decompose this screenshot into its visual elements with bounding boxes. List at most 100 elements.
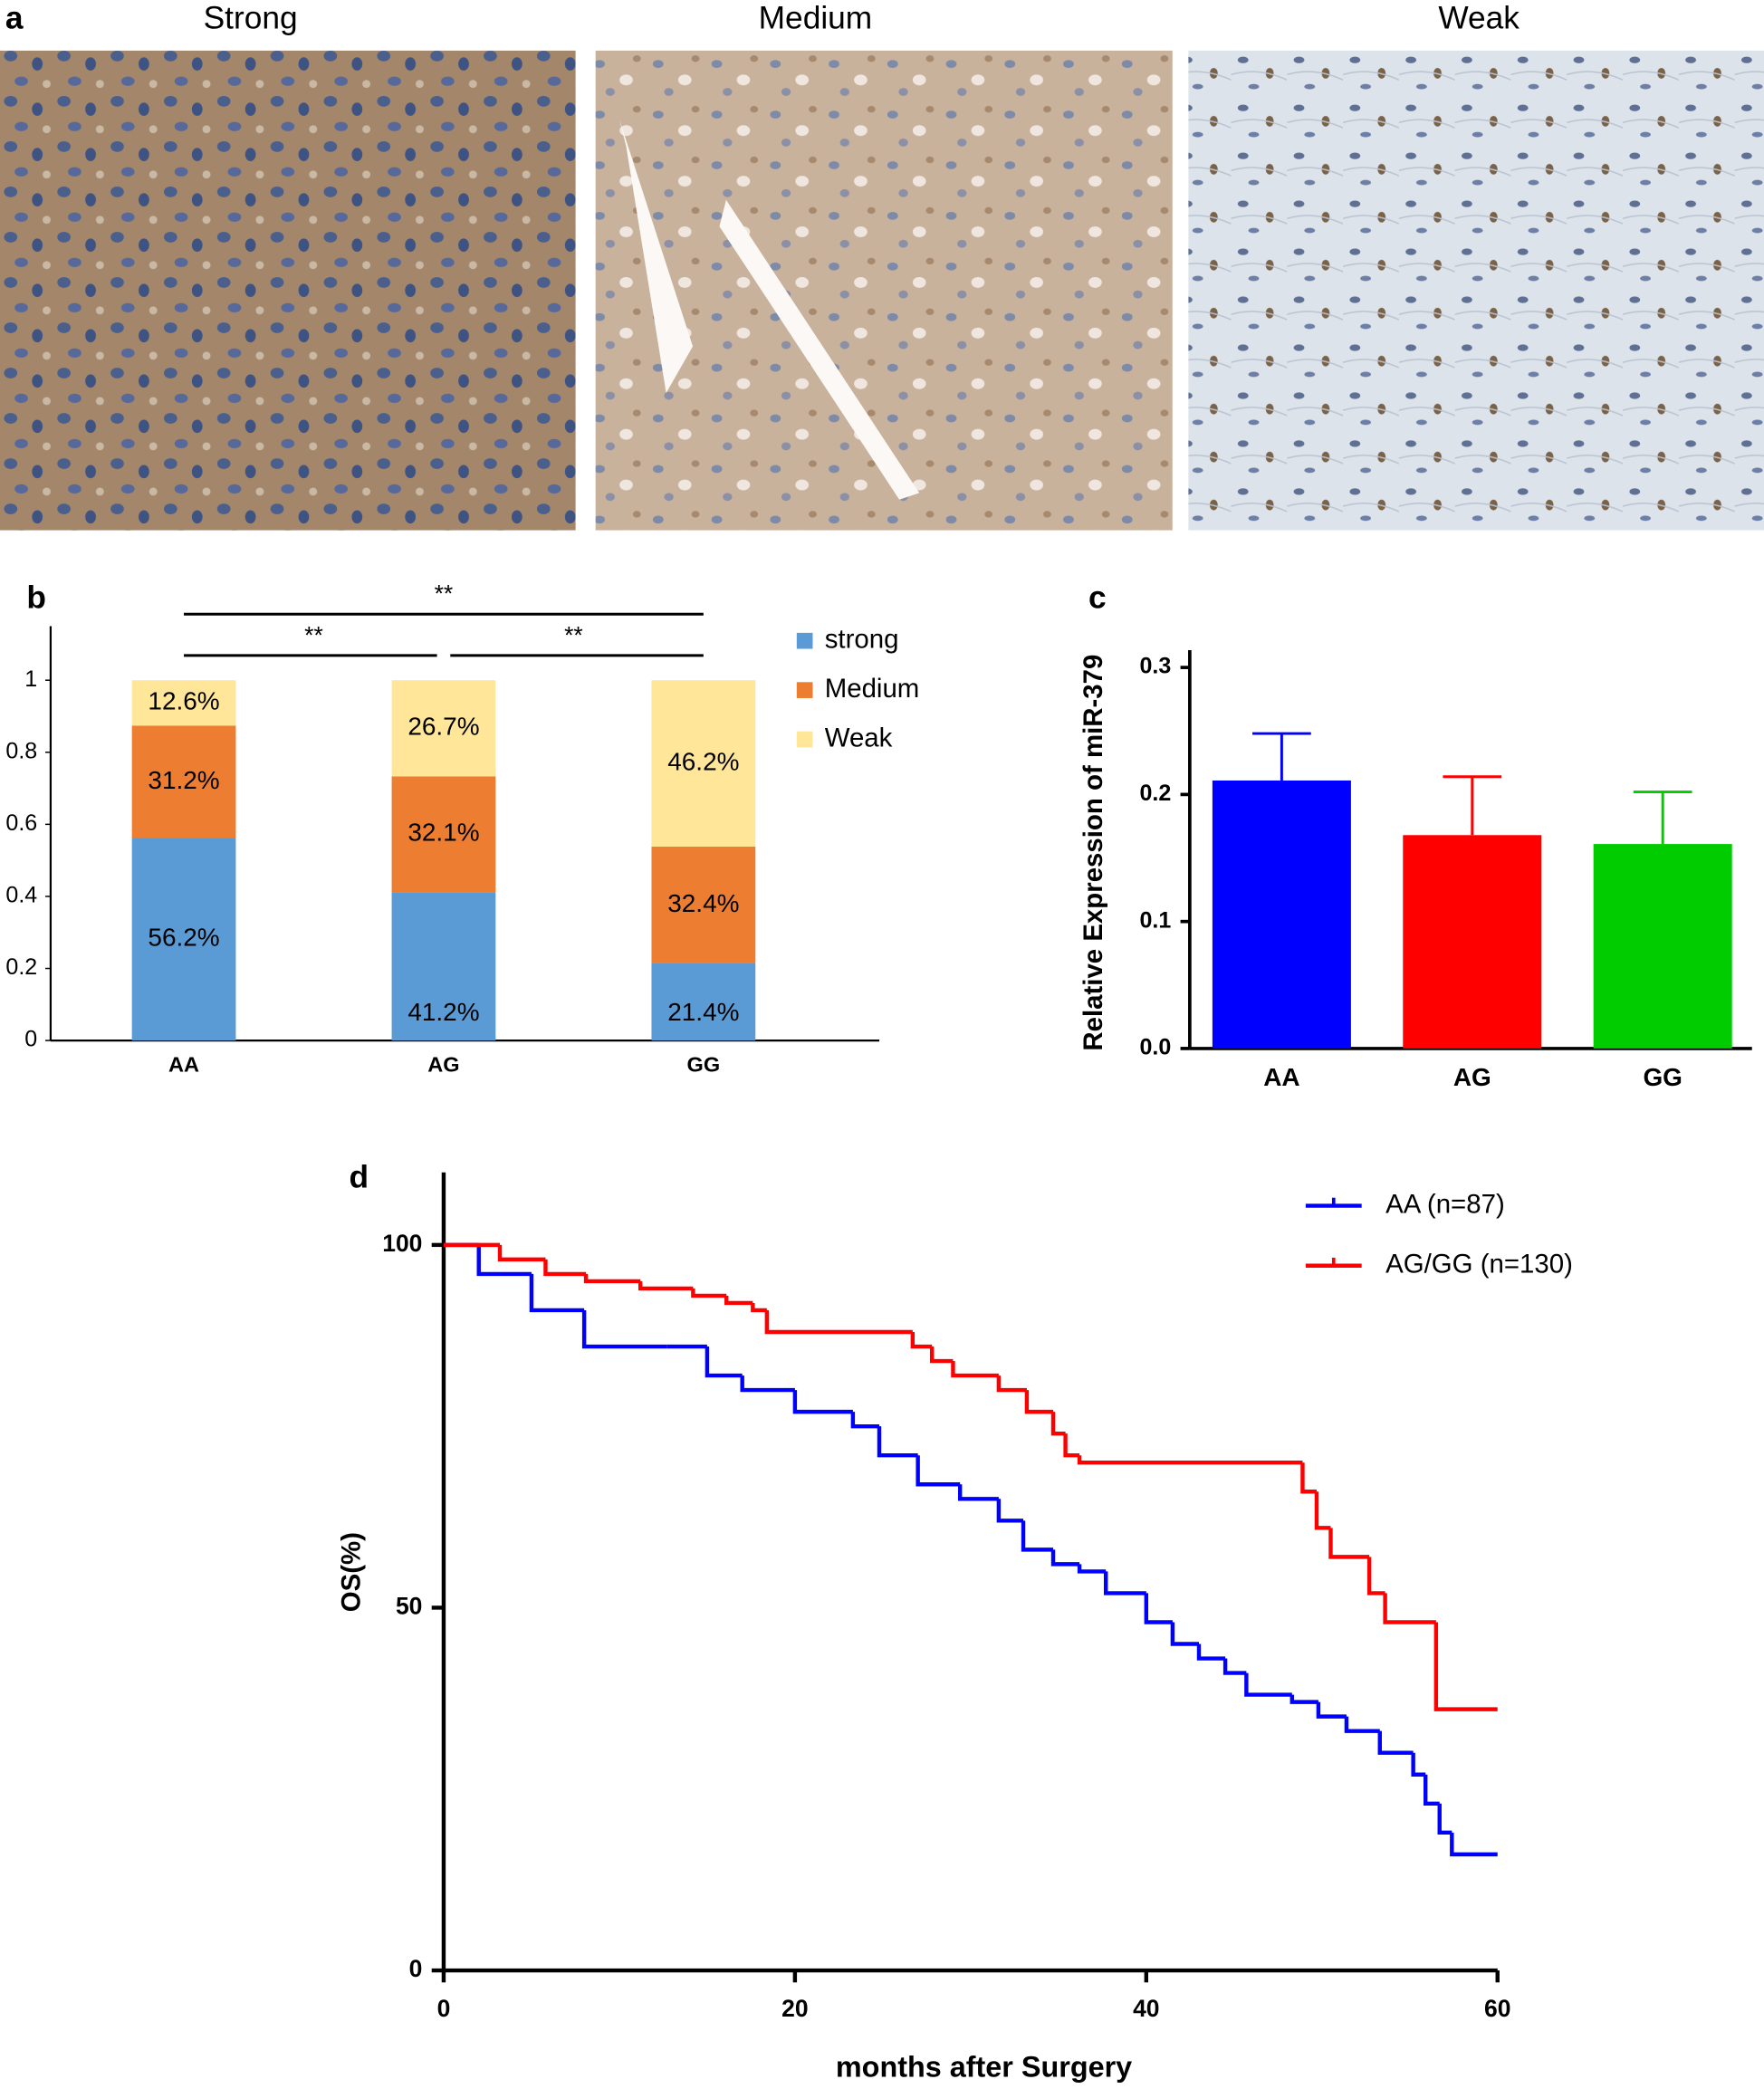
km-step [724,1295,753,1306]
km-step [1316,1701,1347,1719]
bar-segment [391,892,496,1041]
bar [1593,844,1732,1049]
bar-segment [131,725,236,838]
km-step [1222,1658,1247,1675]
panel-label: d [349,1159,369,1194]
km-step [1144,1593,1173,1624]
bar-segment [651,963,756,1041]
km-step [1077,1455,1303,1465]
x-tick-label: GG [1643,1063,1682,1091]
y-tick-label: 100 [382,1230,422,1257]
legend-swatch [796,731,813,748]
km-step [996,1375,1027,1393]
km-step [1300,1462,1317,1494]
y-tick-label: 0.1 [1140,907,1172,933]
y-tick-label: 0.0 [1140,1035,1172,1060]
km-step [1021,1520,1054,1552]
km-step [1314,1491,1331,1530]
km-step [1344,1716,1380,1733]
km-step [1366,1557,1385,1595]
bar-segment [651,847,756,963]
km-step [740,1375,795,1393]
km-step [476,1244,532,1277]
km-step [850,1412,879,1429]
bar-segment [651,680,756,848]
bar-segment [391,776,496,893]
y-tick-label: 0.2 [5,954,37,980]
km-step [638,1280,694,1291]
panel-label: b [26,580,46,615]
y-axis-label: Relative Expression of miR-379 [1079,655,1108,1051]
significance-label: ** [304,621,323,648]
km-step [1433,1622,1498,1711]
legend-label: Weak [825,723,893,752]
km-step [929,1346,954,1364]
value-label: 32.1% [407,819,479,847]
bar-segment [391,680,496,777]
km-step [1063,1433,1080,1458]
km-step [581,1309,667,1349]
legend-label: AA (n=87) [1385,1189,1505,1219]
x-tick-label: 20 [781,1995,808,2022]
y-tick-label: 50 [396,1592,422,1619]
y-tick-label: 0.3 [1140,654,1172,679]
km-step [543,1259,587,1277]
y-tick-label: 0.2 [1140,781,1172,806]
km-step [691,1288,727,1298]
legend-swatch [796,682,813,698]
panel-label: c [1088,580,1107,615]
km-step [1170,1622,1199,1646]
km-step [1411,1752,1426,1777]
bar-segment [131,838,236,1041]
km-step [1377,1730,1414,1755]
y-tick-label: 0.6 [5,810,37,836]
km-step [996,1499,1024,1523]
legend-label: AG/GG (n=130) [1385,1250,1573,1279]
km-step [1050,1412,1066,1436]
km-step [1050,1549,1080,1567]
km-step [583,1273,641,1284]
x-tick-label: 0 [437,1995,451,2022]
km-step [529,1273,585,1313]
significance-label: ** [435,580,454,608]
km-step [910,1332,933,1349]
value-label: 46.2% [667,747,739,775]
km-step [1328,1528,1370,1559]
km-step [1024,1390,1054,1414]
y-tick-label: 0 [409,1955,423,1982]
value-label: 56.2% [148,924,219,952]
significance-label: ** [564,621,583,648]
bar [1212,780,1351,1049]
image-title: Medium [759,0,873,35]
km-step [751,1302,767,1313]
x-tick-label: AA [1263,1063,1299,1091]
km-step [1196,1643,1226,1661]
legend-label: Medium [825,674,920,704]
km-step [792,1390,853,1414]
y-tick-label: 0 [24,1027,37,1052]
bar [1403,835,1542,1049]
km-step [1077,1564,1107,1574]
legend-label: strong [825,624,899,654]
image-title: Weak [1438,0,1520,35]
km-step [1450,1832,1498,1857]
micrograph [1188,50,1764,531]
x-tick-label: GG [687,1052,721,1076]
km-step [1289,1694,1318,1704]
y-axis-label: OS(%) [337,1532,367,1612]
x-tick-label: AG [1453,1063,1491,1091]
bar-segment [131,680,236,726]
km-step [957,1484,999,1501]
value-label: 12.6% [148,687,219,715]
micrograph [0,50,576,531]
y-tick-label: 0.8 [5,738,37,763]
value-label: 26.7% [407,713,479,741]
x-tick-label: 40 [1133,1995,1159,2022]
km-step [1383,1593,1436,1624]
km-step [877,1426,918,1458]
km-step [1424,1774,1440,1806]
value-label: 41.2% [407,998,479,1026]
panel-label: a [5,0,24,35]
km-step [1244,1672,1292,1697]
